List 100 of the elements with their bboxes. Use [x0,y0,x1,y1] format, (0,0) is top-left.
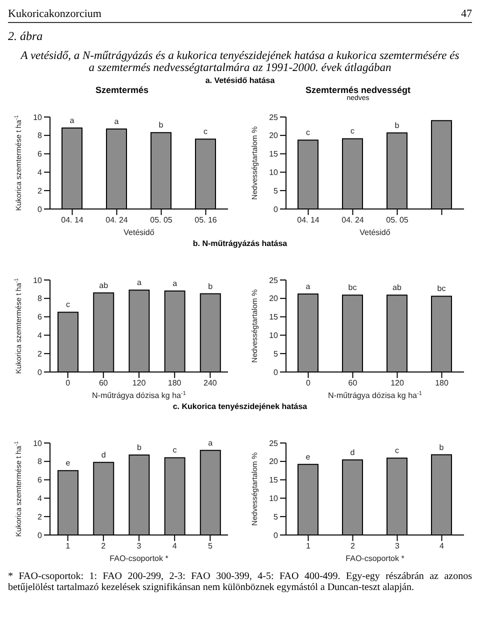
x-axis-title: FAO-csoportok * [346,554,404,563]
data-label: c [66,300,70,310]
y-tick-label: 20 [269,457,279,466]
x-axis-title: Vetésidő [124,228,155,237]
text: Kukoricakonzorcium [8,8,102,20]
data-label: a [70,116,75,126]
x-tick-label: 04. 14 [61,216,84,225]
chart-title: Szemtermés [94,85,150,95]
x-axis-title: N-műtrágya dózisa kg ha$^{-1}$ [92,391,186,400]
text: c. Kukorica tenyészidejének hatása [172,402,308,411]
data-label: c [350,126,354,136]
data-label: d [350,448,355,457]
text: * FAO-csoportok: 1: FAO 200-299, 2-3: FAO 300-399, 4-5: FAO 400-499. Egy-egy részábrán az azonos betűjelölést tartalmazó kezelések szignifikánsan nem különböznek egymástól a Duncan-teszt alapján. [8,571,472,593]
data-label: e [66,458,71,468]
data-label: bc [437,284,446,294]
x-tick-label: 05. 16 [194,216,218,225]
x-axis-title: FAO-csoportok * [110,554,168,563]
y-tick-label: 20 [269,294,279,304]
y-tick-label: 10 [269,331,279,340]
data-label: c [306,128,310,138]
y-tick-label: 0 [38,530,43,540]
y-tick-label: 0 [274,204,279,214]
y-tick-label: 2 [38,512,43,522]
text: 2. ábra [8,29,44,44]
data-label: d [101,450,106,460]
y-tick-label: 8 [38,294,43,304]
y-tick-label: 0 [274,368,279,377]
chart-title: Szemtermés nedvességt [304,85,412,95]
data-label: a [208,438,214,448]
data-label: c [204,127,208,136]
x-tick-label: 04. 24 [342,216,364,225]
data-label: b [136,442,142,452]
x-axis-title: Vetésidő [360,228,391,237]
y-tick-label: 25 [269,112,279,122]
y-tick-label: 0 [38,368,43,377]
y-tick-label: 10 [269,168,279,178]
x-tick-label: 1 [66,542,71,551]
x-tick-label: 05. 05 [386,216,409,225]
data-label: ab [392,283,402,292]
y-tick-label: 4 [38,494,43,504]
x-tick-label: 04. 14 [297,216,320,225]
data-label: b [394,120,400,130]
y-tick-label: 10 [33,438,43,448]
data-label: b [439,442,444,452]
data-label: e [306,452,311,462]
x-tick-label: 2 [101,542,106,551]
data-label: bc [348,283,357,292]
text: A vetésidő, a N-műtrágyázás és a kukorica tenyészidejének hatása a kukorica szemtermésére és a szemtermés nedvességtartalmára az 1991-2000. évek átlagában [19,50,460,74]
y-tick-label: 4 [38,331,43,340]
y-tick-label: 6 [38,150,43,159]
y-tick-label: 15 [269,476,279,485]
x-tick-label: 60 [348,378,358,388]
x-tick-label: 60 [98,378,108,388]
y-tick-label: 10 [33,276,43,285]
y-tick-label: 5 [274,512,279,522]
y-tick-label: 2 [38,349,43,358]
data-label: c [172,446,177,455]
text: 47 [461,8,472,20]
x-tick-label: 4 [172,542,178,551]
y-tick-label: 6 [38,312,43,322]
y-tick-label: 25 [269,276,279,285]
y-tick-label: 5 [274,186,279,196]
x-axis-title: N-műtrágya dózisa kg ha$^{-1}$ [328,391,422,400]
y-tick-label: 10 [269,494,279,504]
x-tick-label: 4 [440,542,445,551]
y-tick-label: 8 [38,457,43,466]
x-tick-label: 5 [208,542,213,551]
y-tick-label: 0 [274,530,279,540]
x-tick-label: 0 [306,378,312,388]
data-label: a [306,282,311,291]
y-tick-label: 2 [38,186,43,196]
x-tick-label: 120 [390,378,404,388]
data-label: a [172,279,178,288]
y-tick-label: 4 [38,168,43,178]
data-label: b [208,282,214,291]
x-tick-label: 1 [306,542,312,551]
text: b. N-műtrágyázás hatása [192,239,288,248]
data-label: ab [99,280,109,290]
x-tick-label: 2 [350,542,356,551]
data-label: b [158,120,164,130]
y-tick-label: 6 [38,476,43,485]
y-tick-label: 25 [269,438,279,448]
y-tick-label: 8 [38,131,43,140]
x-tick-label: 0 [66,378,71,388]
y-tick-label: 15 [269,312,279,322]
y-tick-label: 10 [33,112,43,122]
x-tick-label: 04. 24 [106,216,128,225]
x-tick-label: 180 [435,378,449,388]
y-tick-label: 0 [38,204,43,214]
data-label: a [114,116,120,126]
x-tick-label: 3 [395,542,400,551]
y-tick-label: 5 [274,349,279,358]
x-tick-label: 05. 05 [150,216,173,225]
x-tick-label: 180 [168,378,182,388]
data-label: a [136,278,142,288]
x-tick-label: 3 [136,542,142,551]
data-label: c [395,446,399,456]
x-tick-label: 120 [132,378,146,388]
text: a. Vetésidő hatása [204,76,276,85]
x-tick-label: 240 [204,378,218,388]
